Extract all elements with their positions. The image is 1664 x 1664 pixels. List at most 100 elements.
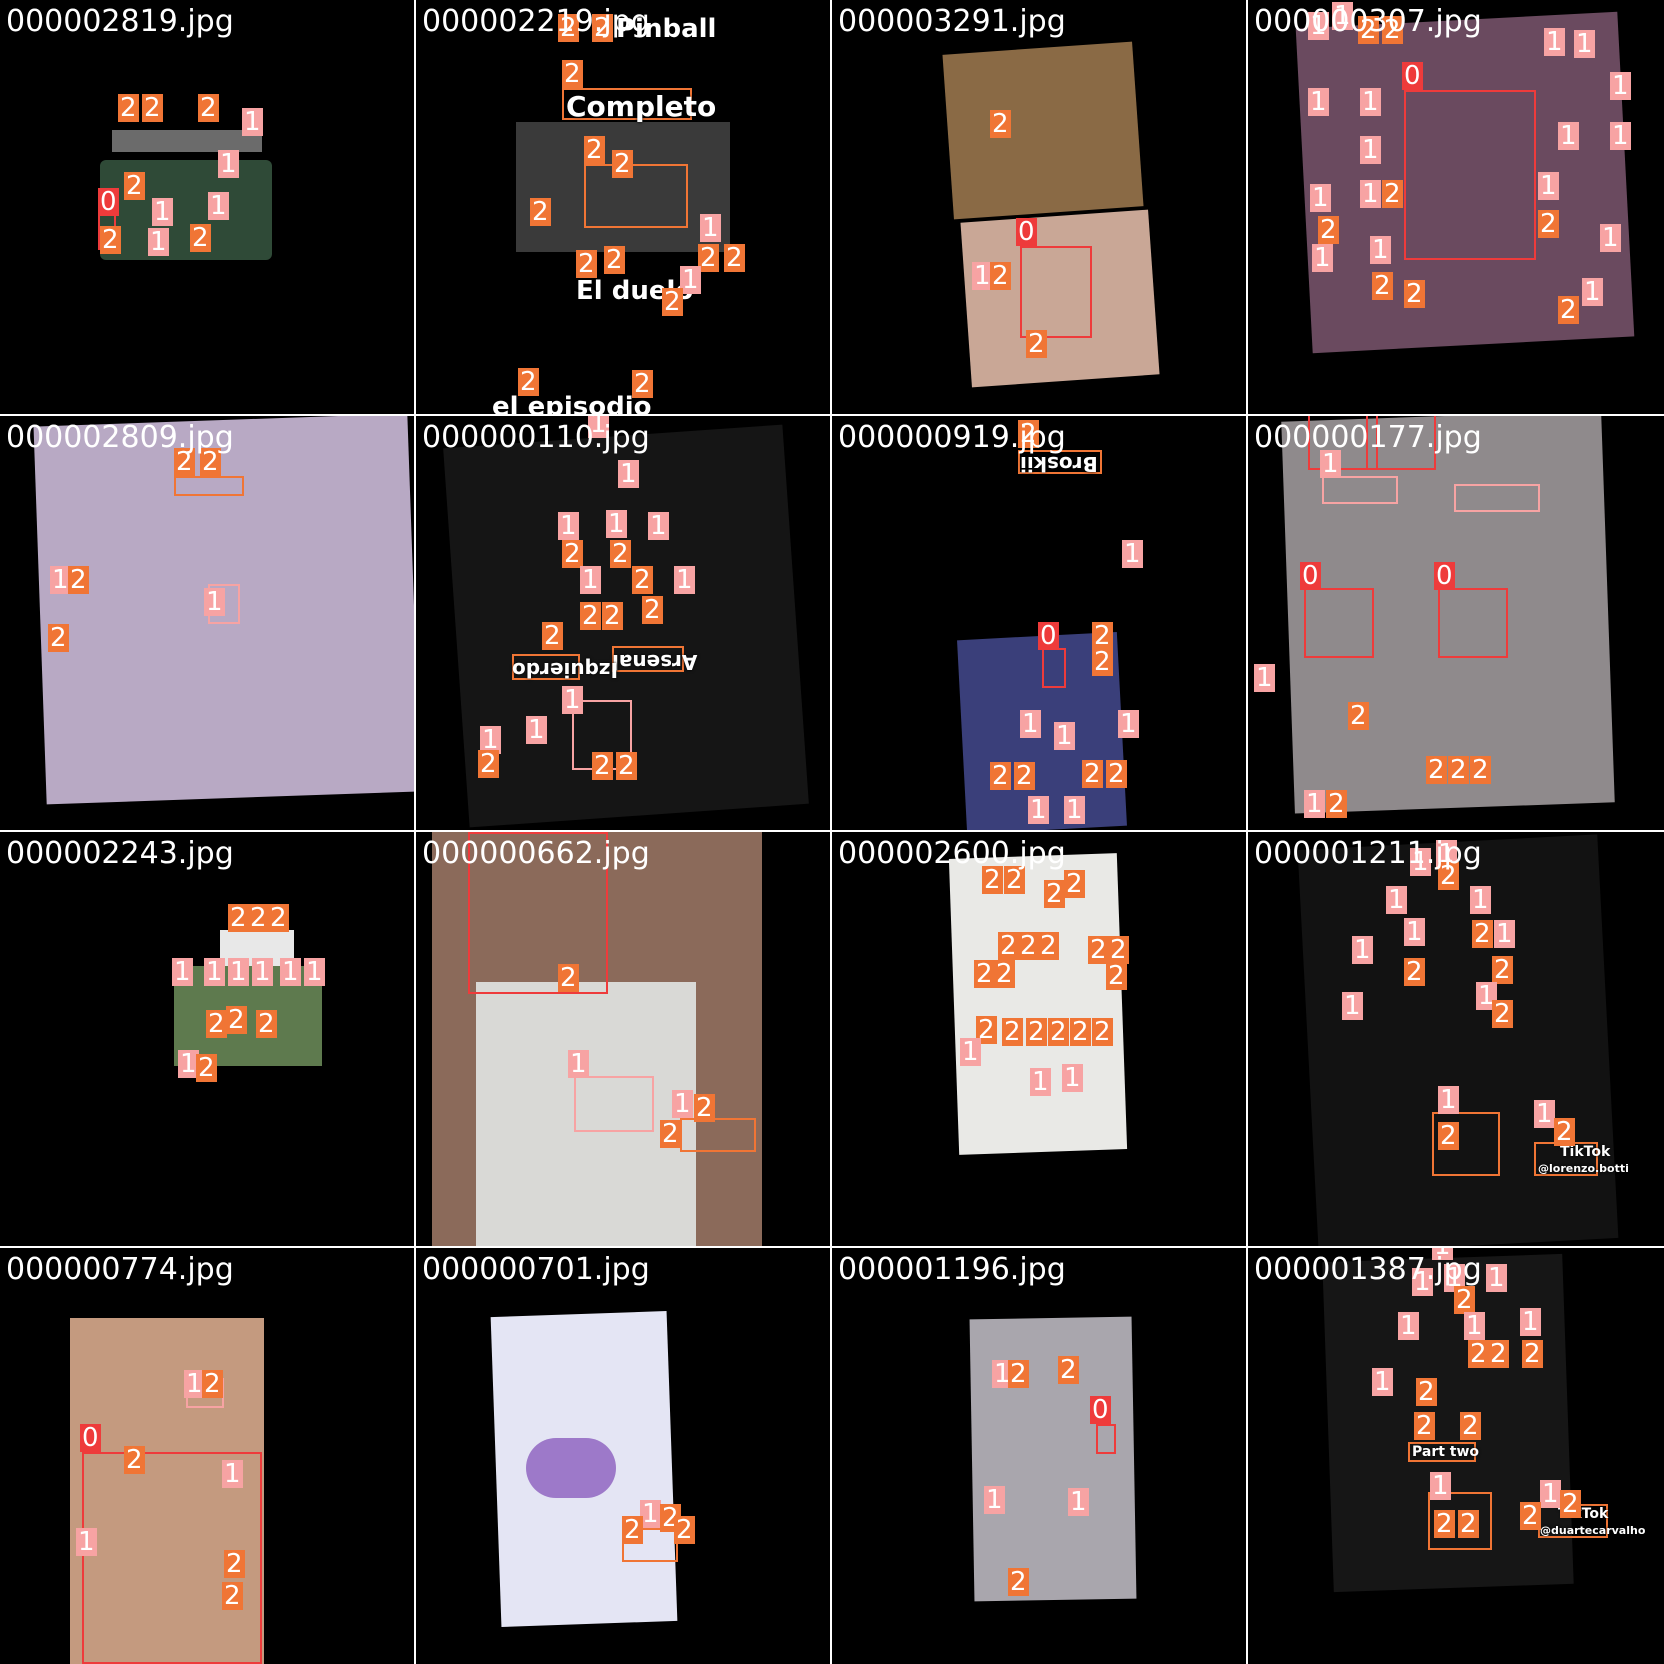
class-label: 1 <box>1308 11 1329 41</box>
class-label: 2 <box>592 751 613 781</box>
class-label: 2 <box>698 243 719 273</box>
class-label: 1 <box>1430 1471 1451 1501</box>
class-label: 1 <box>218 149 239 179</box>
class-label: 1 <box>242 107 263 137</box>
tile-filename: 000002243.jpg <box>6 836 234 871</box>
overlay-text: @duartecarvalho <box>1540 1524 1646 1537</box>
class-label: 2 <box>982 865 1003 895</box>
class-label: 2 <box>1064 869 1085 899</box>
class-label: 1 <box>1320 449 1341 479</box>
class-label: 2 <box>990 109 1011 139</box>
class-label: 1 <box>618 459 639 489</box>
class-label: 1 <box>526 715 547 745</box>
detection-box <box>1408 1442 1476 1462</box>
class-label: 2 <box>256 1009 277 1039</box>
class-label: 1 <box>252 957 273 987</box>
class-label: 2 <box>1404 957 1425 987</box>
overlay-text: @lorenzo.botti <box>1538 1162 1629 1175</box>
detection-box <box>612 646 684 672</box>
class-label: 1 <box>580 565 601 595</box>
class-label: 1 <box>1360 135 1381 165</box>
detection-box <box>468 832 608 994</box>
class-label: 1 <box>1342 991 1363 1021</box>
class-label: 2 <box>190 223 211 253</box>
class-label: 1 <box>204 957 225 987</box>
tile-10: 000000662.jpg 0 2 1 1 2 2 <box>416 832 830 1246</box>
class-label: 1 <box>1020 709 1041 739</box>
detection-box <box>1438 588 1508 658</box>
class-label: 1 <box>178 1049 199 1079</box>
class-label: 0 <box>1434 561 1455 591</box>
detection-box <box>1020 246 1092 338</box>
tile-filename: 000000919.jpg <box>838 420 1066 455</box>
detection-box <box>82 1452 262 1664</box>
class-label: 1 <box>1574 29 1595 59</box>
class-label: 2 <box>976 1015 997 1045</box>
class-label: 2 <box>1002 1017 1023 1047</box>
class-label: 1 <box>76 1527 97 1557</box>
class-label: 2 <box>660 1119 681 1149</box>
class-label: 1 <box>1470 885 1491 915</box>
class-label: 2 <box>1026 329 1047 359</box>
class-label: 2 <box>1454 1285 1475 1315</box>
class-label: 0 <box>1038 621 1059 651</box>
class-label: 2 <box>1044 879 1065 909</box>
class-label: 1 <box>1308 87 1329 117</box>
class-label: 2 <box>998 931 1019 961</box>
class-label: 2 <box>1372 271 1393 301</box>
class-label: 2 <box>1434 1509 1455 1539</box>
tile-14: 000000701.jpg 1 2 2 2 <box>416 1248 830 1664</box>
class-label: 1 <box>1438 1085 1459 1115</box>
class-label: 1 <box>680 265 701 295</box>
class-label: 1 <box>1312 243 1333 273</box>
class-label: 2 <box>68 565 89 595</box>
class-label: 1 <box>1610 121 1631 151</box>
class-label: 2 <box>1018 419 1039 449</box>
tile-8: 000000177.jpg 0 0 1 0 0 1 2 2 2 2 1 2 <box>1248 416 1664 830</box>
class-label: 1 <box>960 1037 981 1067</box>
class-label: 2 <box>1458 1509 1479 1539</box>
class-label: 2 <box>604 245 625 275</box>
tile-15: 000001196.jpg 0 1 2 2 1 1 2 <box>832 1248 1246 1664</box>
detection-box <box>584 164 688 228</box>
tile-filename: 000000307.jpg <box>1254 4 1482 39</box>
class-label: 2 <box>562 59 583 89</box>
tile-filename: 000003291.jpg <box>838 4 1066 39</box>
class-label: 2 <box>542 621 563 651</box>
class-label: 1 <box>50 565 71 595</box>
tile-13: 000000774.jpg 0 1 2 2 1 1 2 2 <box>0 1248 414 1664</box>
tile-filename: 000000701.jpg <box>422 1252 650 1287</box>
class-label: 2 <box>202 1369 223 1399</box>
class-label: 1 <box>1540 1479 1561 1509</box>
class-label: 2 <box>174 447 195 477</box>
tile-5: 000002809.jpg 2 2 1 2 1 2 <box>0 416 414 830</box>
class-label: 1 <box>1432 1248 1453 1260</box>
class-label: 2 <box>1404 279 1425 309</box>
class-label: 2 <box>124 171 145 201</box>
class-label: 2 <box>1348 701 1369 731</box>
tile-6: 000000110.jpg Arsenal Izquierdo 1 1 1 1 … <box>416 416 830 830</box>
class-label: 2 <box>1106 759 1127 789</box>
class-label: 2 <box>1026 1017 1047 1047</box>
class-label: 2 <box>200 447 221 477</box>
class-label: 1 <box>672 1089 693 1119</box>
class-label: 1 <box>204 587 225 617</box>
class-label: 1 <box>1464 1311 1485 1341</box>
class-label: 1 <box>208 191 229 221</box>
tile-9: 000002243.jpg 2 2 2 1 1 1 1 1 1 2 2 2 1 … <box>0 832 414 1246</box>
class-label: 1 <box>1254 663 1275 693</box>
class-label: 0 <box>1402 61 1423 91</box>
class-label: 2 <box>1008 1567 1029 1597</box>
class-label: 2 <box>198 93 219 123</box>
class-label: 2 <box>1092 1017 1113 1047</box>
class-label: 1 <box>1360 179 1381 209</box>
class-label: 2 <box>1560 1489 1581 1519</box>
tile-11: 000002600.jpg 2 2 2 2 2 2 2 2 2 2 2 2 2 … <box>832 832 1246 1246</box>
detection-box <box>574 1076 654 1132</box>
tile-filename: 000002819.jpg <box>6 4 234 39</box>
tile-16: 000001387.jpg Part two TikTok @duartecar… <box>1248 1248 1664 1664</box>
class-label: 1 <box>972 261 993 291</box>
class-label: 1 <box>1304 789 1325 819</box>
detection-box <box>562 88 692 120</box>
class-label: 1 <box>984 1485 1005 1515</box>
